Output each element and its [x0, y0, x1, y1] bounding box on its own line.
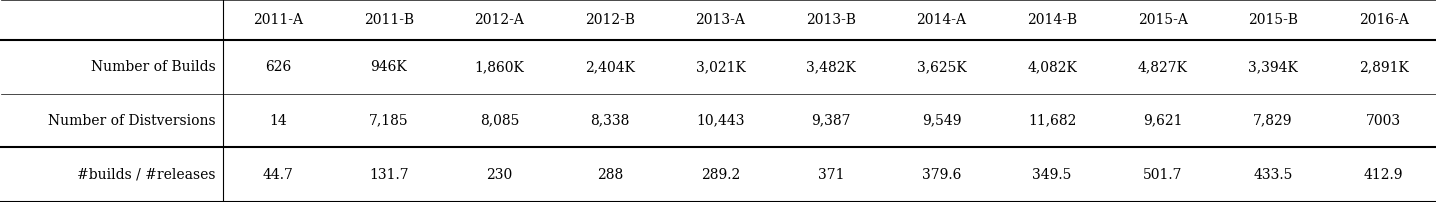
Text: 1,860K: 1,860K	[474, 60, 524, 74]
Text: 10,443: 10,443	[696, 114, 745, 128]
Text: 2015-A: 2015-A	[1137, 13, 1188, 27]
Text: 131.7: 131.7	[369, 168, 409, 182]
Text: 349.5: 349.5	[1032, 168, 1071, 182]
Text: 379.6: 379.6	[922, 168, 961, 182]
Text: 44.7: 44.7	[263, 168, 294, 182]
Text: 2016-A: 2016-A	[1358, 13, 1409, 27]
Text: 2,891K: 2,891K	[1358, 60, 1409, 74]
Text: 371: 371	[817, 168, 844, 182]
Text: 626: 626	[266, 60, 292, 74]
Text: 433.5: 433.5	[1254, 168, 1292, 182]
Text: 2012-B: 2012-B	[584, 13, 635, 27]
Text: 289.2: 289.2	[701, 168, 740, 182]
Text: Number of Distversions: Number of Distversions	[49, 114, 215, 128]
Text: 7,185: 7,185	[369, 114, 409, 128]
Text: 2011-A: 2011-A	[253, 13, 303, 27]
Text: 11,682: 11,682	[1028, 114, 1076, 128]
Text: 946K: 946K	[370, 60, 408, 74]
Text: 8,085: 8,085	[480, 114, 520, 128]
Text: 2013-B: 2013-B	[806, 13, 856, 27]
Text: 3,482K: 3,482K	[806, 60, 856, 74]
Text: 9,621: 9,621	[1143, 114, 1182, 128]
Text: 2,404K: 2,404K	[584, 60, 635, 74]
Text: 3,625K: 3,625K	[916, 60, 966, 74]
Text: 2015-B: 2015-B	[1248, 13, 1298, 27]
Text: #builds / #releases: #builds / #releases	[78, 168, 215, 182]
Text: 2014-A: 2014-A	[916, 13, 966, 27]
Text: 9,387: 9,387	[811, 114, 850, 128]
Text: 2014-B: 2014-B	[1027, 13, 1077, 27]
Text: 288: 288	[597, 168, 623, 182]
Text: 2011-B: 2011-B	[363, 13, 414, 27]
Text: 412.9: 412.9	[1364, 168, 1403, 182]
Text: 3,021K: 3,021K	[695, 60, 745, 74]
Text: 4,082K: 4,082K	[1027, 60, 1077, 74]
Text: 4,827K: 4,827K	[1137, 60, 1188, 74]
Text: 3,394K: 3,394K	[1248, 60, 1298, 74]
Text: 2012-A: 2012-A	[474, 13, 524, 27]
Text: 7003: 7003	[1366, 114, 1402, 128]
Text: 501.7: 501.7	[1143, 168, 1182, 182]
Text: 14: 14	[270, 114, 287, 128]
Text: 8,338: 8,338	[590, 114, 629, 128]
Text: 9,549: 9,549	[922, 114, 961, 128]
Text: 2013-A: 2013-A	[695, 13, 745, 27]
Text: 7,829: 7,829	[1254, 114, 1292, 128]
Text: 230: 230	[487, 168, 513, 182]
Text: Number of Builds: Number of Builds	[92, 60, 215, 74]
